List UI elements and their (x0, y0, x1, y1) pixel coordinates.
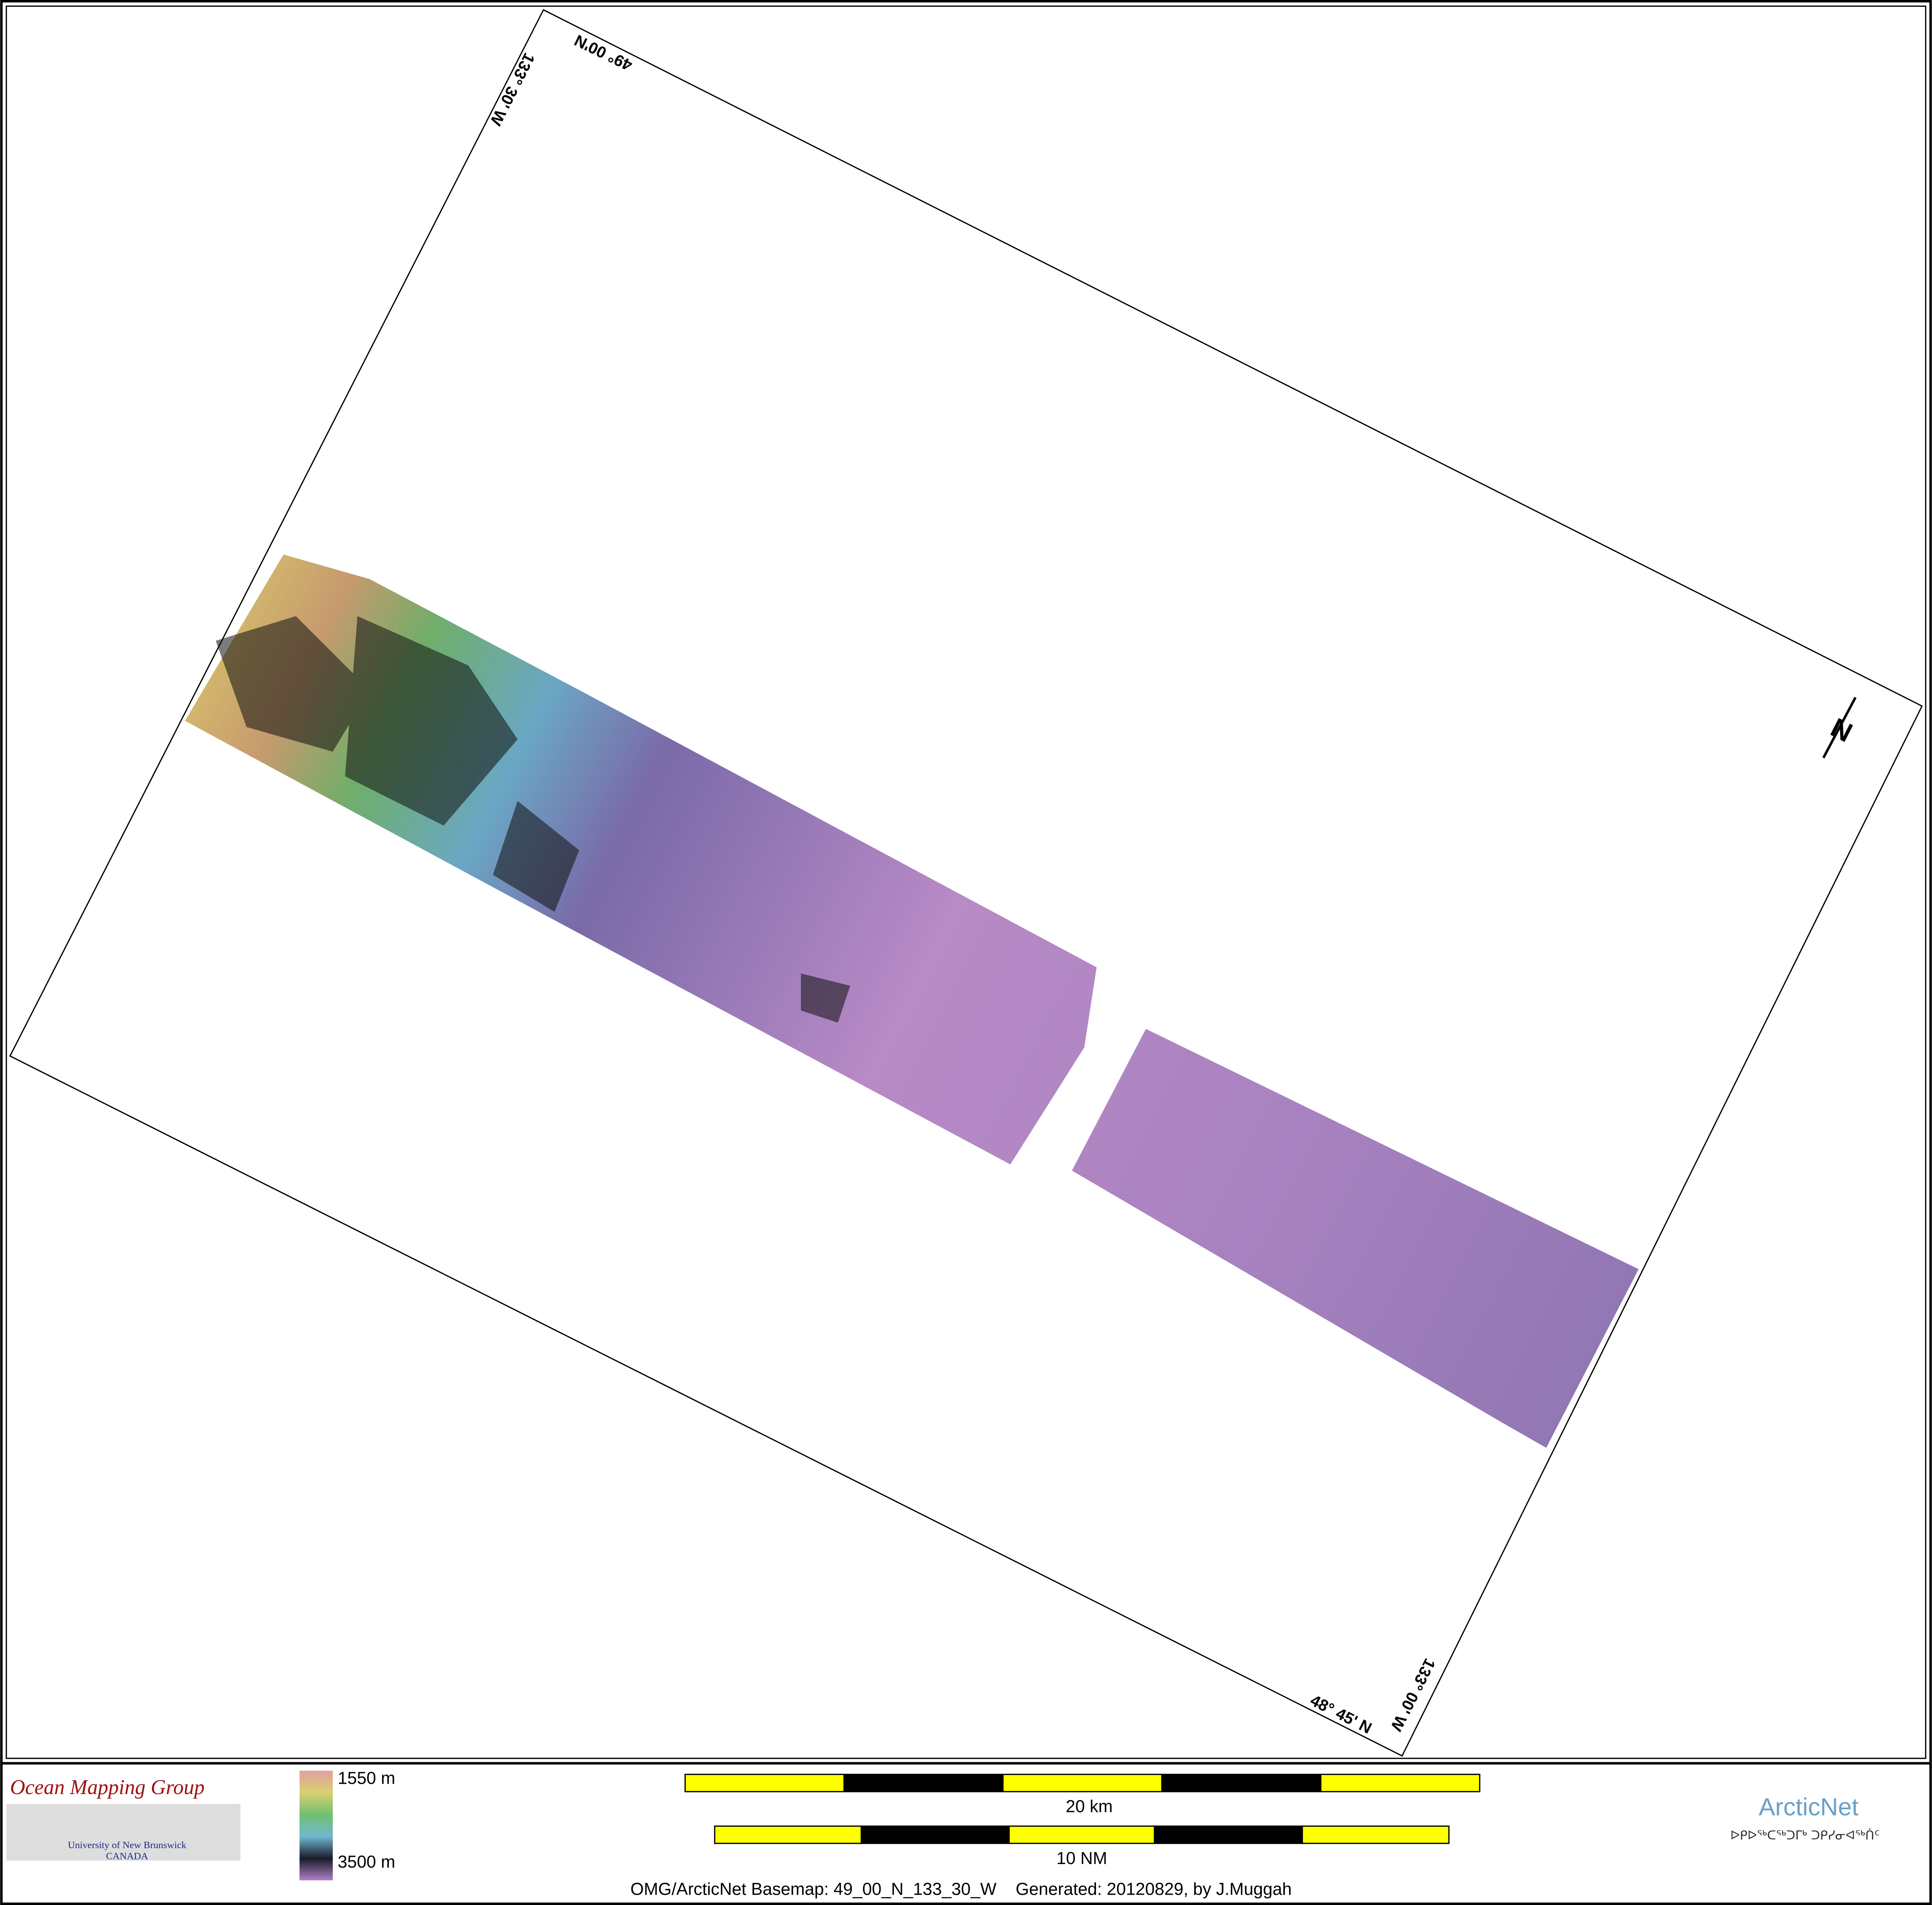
legend-label: 3500 m (338, 1853, 396, 1872)
logo-text: CANADA (106, 1851, 148, 1862)
map-frame (9, 9, 1923, 1757)
bathymetry-east (1072, 1029, 1639, 1448)
omg-logo: Ocean Mapping Group University of New Br… (6, 1776, 241, 1862)
legend-label: 1550 m (338, 1769, 396, 1788)
footer: OMG/ArcticNet Basemap: 49_00_N_133_30_W … (630, 1880, 1292, 1899)
logo-title: Ocean Mapping Group (10, 1776, 205, 1799)
logo-text: University of New Brunswick (68, 1840, 187, 1851)
scale-label: 20 km (1066, 1797, 1113, 1816)
logo-text: ᐅᑭᐅᖅᑕᖅᑐᒥᒃ ᑐᑭᓯᓂᐊᖅᑏᑦ (1730, 1828, 1880, 1843)
color-bar (299, 1771, 333, 1881)
logo-image (6, 1804, 241, 1861)
scale-bar-nm (714, 1825, 1450, 1844)
scale-bar-km (684, 1773, 1480, 1792)
bathymetry-shading (215, 616, 850, 1023)
scale-label: 10 NM (1056, 1849, 1107, 1868)
inner-border (6, 5, 1926, 1759)
logo-title: ArcticNet (1759, 1794, 1858, 1821)
